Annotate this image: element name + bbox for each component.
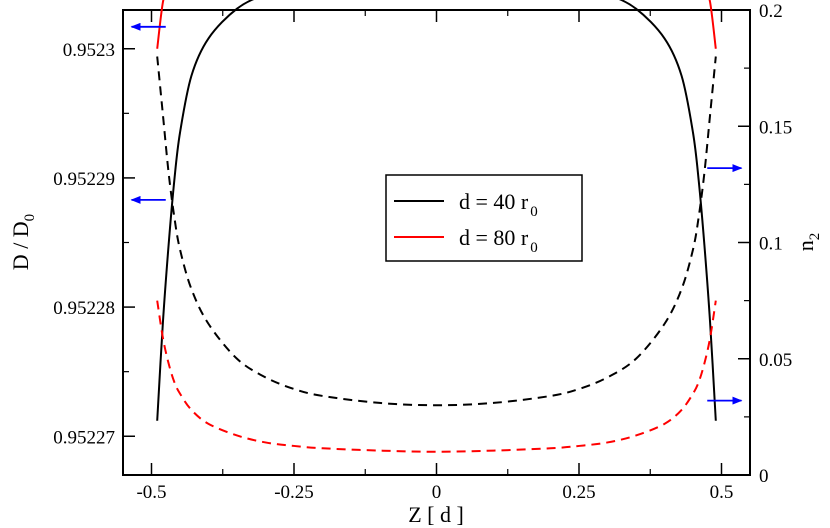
legend-label-d80-sub: 0: [530, 240, 538, 256]
x-tick-label: -0.25: [274, 482, 314, 503]
y-left-tick-label: 0.95229: [53, 169, 115, 190]
annotation-layer: [130, 22, 743, 405]
legend-label-d80-main: d = 80 r: [459, 225, 529, 250]
y-right-tick-label: 0.05: [759, 350, 792, 371]
y-right-tick-label: 0.15: [759, 117, 792, 138]
y-right-tick-label: 0.2: [759, 1, 783, 22]
y-left-tick-label: 0.95227: [53, 427, 115, 448]
y-axis-left-title: D / D0: [8, 214, 38, 270]
y-axis-left-title-main: D / D: [8, 221, 33, 270]
x-tick-label: 0.5: [710, 482, 734, 503]
x-axis-title: Z [ d ]: [408, 502, 464, 527]
y-left-tick-label: 0.9523: [63, 40, 115, 61]
legend-label-d40-sub: 0: [530, 204, 538, 220]
y-right-tick-label: 0: [759, 466, 769, 487]
x-tick-label: -0.5: [136, 482, 166, 503]
series-layer: [156, 0, 717, 453]
series-line-0: [156, 0, 717, 421]
y-left-tick-label: 0.95228: [53, 298, 115, 319]
x-tick-label: 0: [432, 482, 442, 503]
legend-label-d40-main: d = 40 r: [459, 189, 529, 214]
series-line-1: [156, 0, 717, 49]
series-line-3: [156, 300, 717, 453]
y-axis-left-title-sub: 0: [22, 214, 38, 222]
x-tick-label: 0.25: [562, 482, 595, 503]
y-axis-right-title-sub: 2: [807, 233, 823, 241]
legend-box: [385, 174, 583, 262]
y-axis-right-title: n2: [793, 233, 823, 252]
y-axis-right-title-main: n: [793, 240, 818, 251]
series-line-2: [156, 56, 717, 407]
y-right-tick-label: 0.1: [759, 234, 783, 255]
tick-layer: -0.5 -0.25 0 0.25 0.5 0.95227 0.95228 0.95229 0.…: [53, 1, 792, 503]
